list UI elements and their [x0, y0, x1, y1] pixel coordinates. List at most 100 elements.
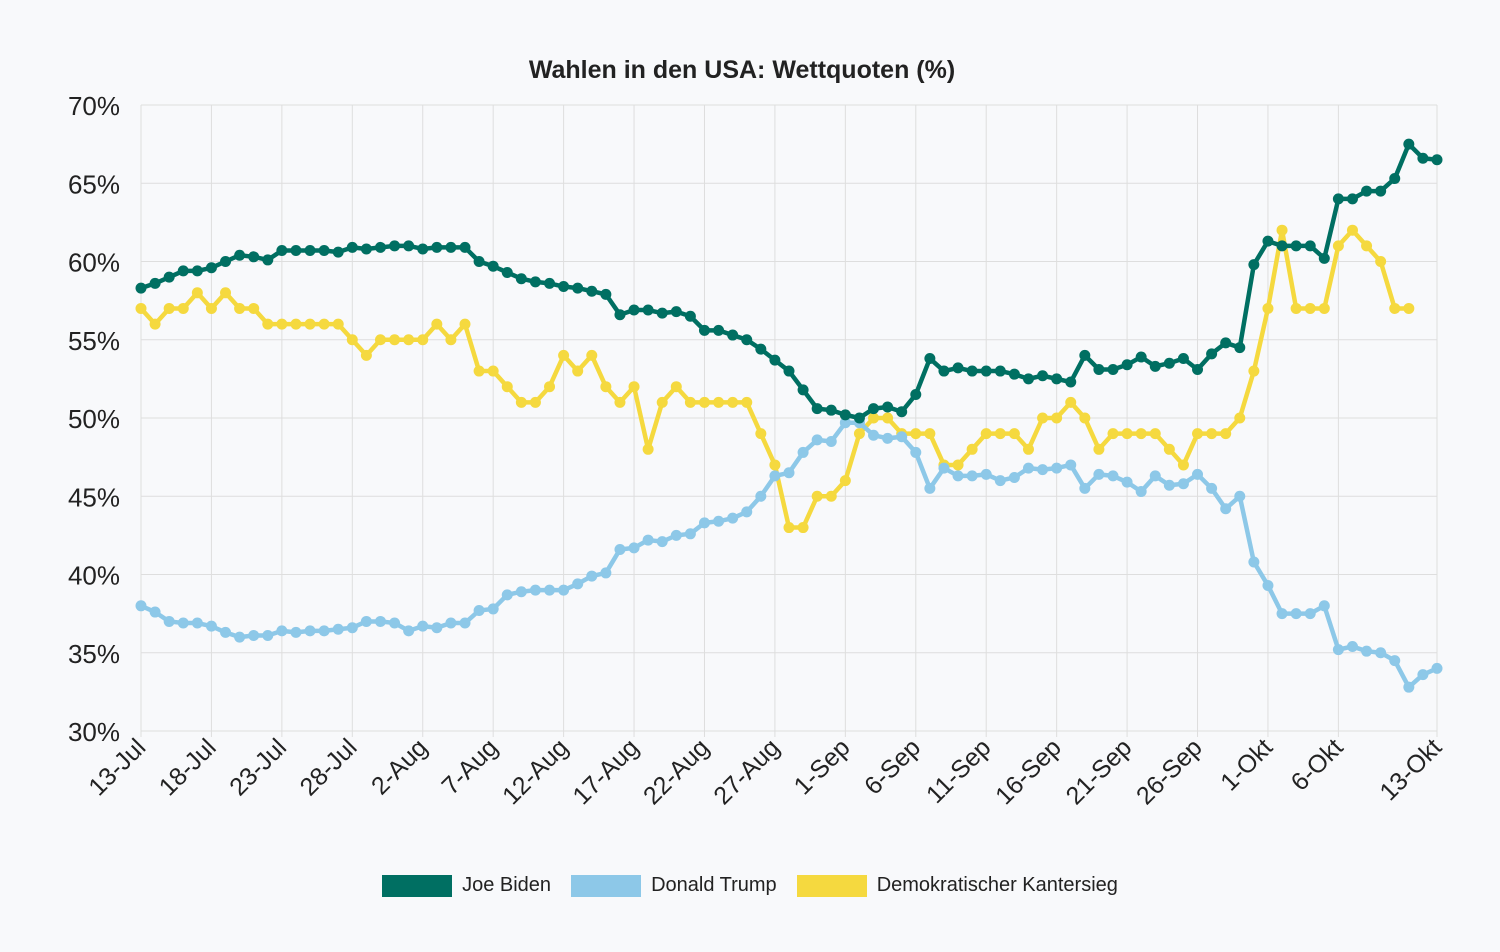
- data-point: [1177, 459, 1189, 471]
- data-point: [1220, 337, 1232, 349]
- legend-item[interactable]: Donald Trump: [571, 874, 777, 897]
- data-point: [966, 443, 978, 455]
- data-point: [839, 409, 851, 421]
- data-point: [741, 506, 753, 518]
- data-point: [473, 256, 485, 267]
- data-point: [1276, 240, 1288, 252]
- data-point: [1093, 443, 1105, 455]
- data-point: [1192, 468, 1204, 480]
- legend-item[interactable]: Demokratischer Kantersieg: [796, 874, 1118, 897]
- data-point: [304, 318, 316, 330]
- data-point: [1065, 376, 1077, 388]
- data-point: [1248, 556, 1260, 568]
- data-point: [825, 435, 837, 447]
- data-point: [346, 622, 358, 634]
- legend-swatch: [796, 874, 867, 897]
- data-point: [544, 584, 556, 596]
- x-tick-label: 6-Sep: [859, 733, 926, 800]
- x-tick-label: 16-Sep: [990, 733, 1067, 810]
- data-point: [1332, 240, 1344, 252]
- data-point: [713, 515, 725, 527]
- data-point: [459, 318, 471, 330]
- data-point: [727, 396, 739, 408]
- data-point: [684, 528, 696, 540]
- series-line: [138, 141, 1440, 421]
- data-point: [868, 403, 880, 415]
- data-point: [910, 446, 922, 458]
- data-point: [1248, 259, 1260, 271]
- data-point: [290, 626, 302, 638]
- data-point: [1403, 138, 1415, 150]
- data-point: [1318, 600, 1330, 612]
- data-point: [1304, 240, 1316, 252]
- y-tick-label: 45%: [68, 482, 120, 512]
- legend-label: Demokratischer Kantersieg: [876, 874, 1118, 896]
- data-point: [1022, 462, 1034, 474]
- data-point: [586, 349, 598, 361]
- data-point: [459, 241, 471, 253]
- series-line: [138, 420, 1440, 690]
- data-point: [1346, 640, 1358, 652]
- data-point: [811, 403, 823, 415]
- data-point: [783, 467, 795, 479]
- data-point: [149, 606, 161, 618]
- data-point: [1093, 363, 1105, 375]
- data-point: [374, 241, 386, 253]
- data-point: [783, 365, 795, 377]
- data-point: [713, 396, 725, 408]
- data-point: [248, 302, 260, 314]
- data-point: [980, 428, 992, 440]
- data-point: [670, 306, 682, 318]
- data-point: [755, 343, 767, 355]
- data-point: [1051, 462, 1063, 474]
- data-point: [882, 401, 894, 413]
- data-point: [1206, 482, 1218, 494]
- data-point: [839, 475, 851, 487]
- data-point: [1389, 173, 1401, 185]
- data-point: [431, 318, 443, 330]
- data-point: [205, 302, 217, 314]
- data-point: [501, 381, 513, 393]
- data-point: [473, 365, 485, 377]
- data-point: [1346, 193, 1358, 205]
- data-point: [952, 470, 964, 482]
- data-point: [276, 318, 288, 330]
- data-point: [896, 431, 908, 443]
- x-tick-label: 21-Sep: [1061, 733, 1138, 810]
- y-tick-label: 70%: [68, 91, 120, 121]
- data-point: [1037, 464, 1049, 476]
- data-point: [1037, 370, 1049, 382]
- legend-item[interactable]: Joe Biden: [382, 874, 551, 897]
- data-point: [374, 334, 386, 346]
- data-point: [1177, 478, 1189, 490]
- data-point: [684, 310, 696, 322]
- data-point: [966, 470, 978, 482]
- data-point: [670, 529, 682, 541]
- data-point: [628, 542, 640, 554]
- data-point: [290, 318, 302, 330]
- data-point: [1093, 468, 1105, 480]
- x-tick-label: 12-Aug: [497, 733, 574, 810]
- data-point: [1248, 365, 1260, 377]
- data-point: [191, 617, 203, 629]
- line-chart: Wahlen in den USA: Wettquoten (%) 30% 35%…: [68, 56, 1447, 810]
- data-point: [656, 536, 668, 548]
- data-point: [1192, 363, 1204, 375]
- data-point: [360, 243, 372, 255]
- data-point: [403, 334, 415, 346]
- data-point: [445, 617, 457, 629]
- chart-title: Wahlen in den USA: Wettquoten (%): [529, 56, 955, 84]
- data-point: [1431, 154, 1443, 166]
- data-point: [205, 620, 217, 632]
- data-point: [1361, 185, 1373, 197]
- x-tick-label: 23-Jul: [224, 733, 292, 801]
- data-point: [135, 600, 147, 612]
- data-point: [924, 482, 936, 494]
- data-point: [1318, 252, 1330, 264]
- y-tick-label: 35%: [68, 639, 120, 669]
- data-point: [1163, 357, 1175, 369]
- data-point: [1135, 486, 1147, 498]
- data-point: [1149, 470, 1161, 482]
- data-point: [938, 462, 950, 474]
- data-point: [431, 241, 443, 253]
